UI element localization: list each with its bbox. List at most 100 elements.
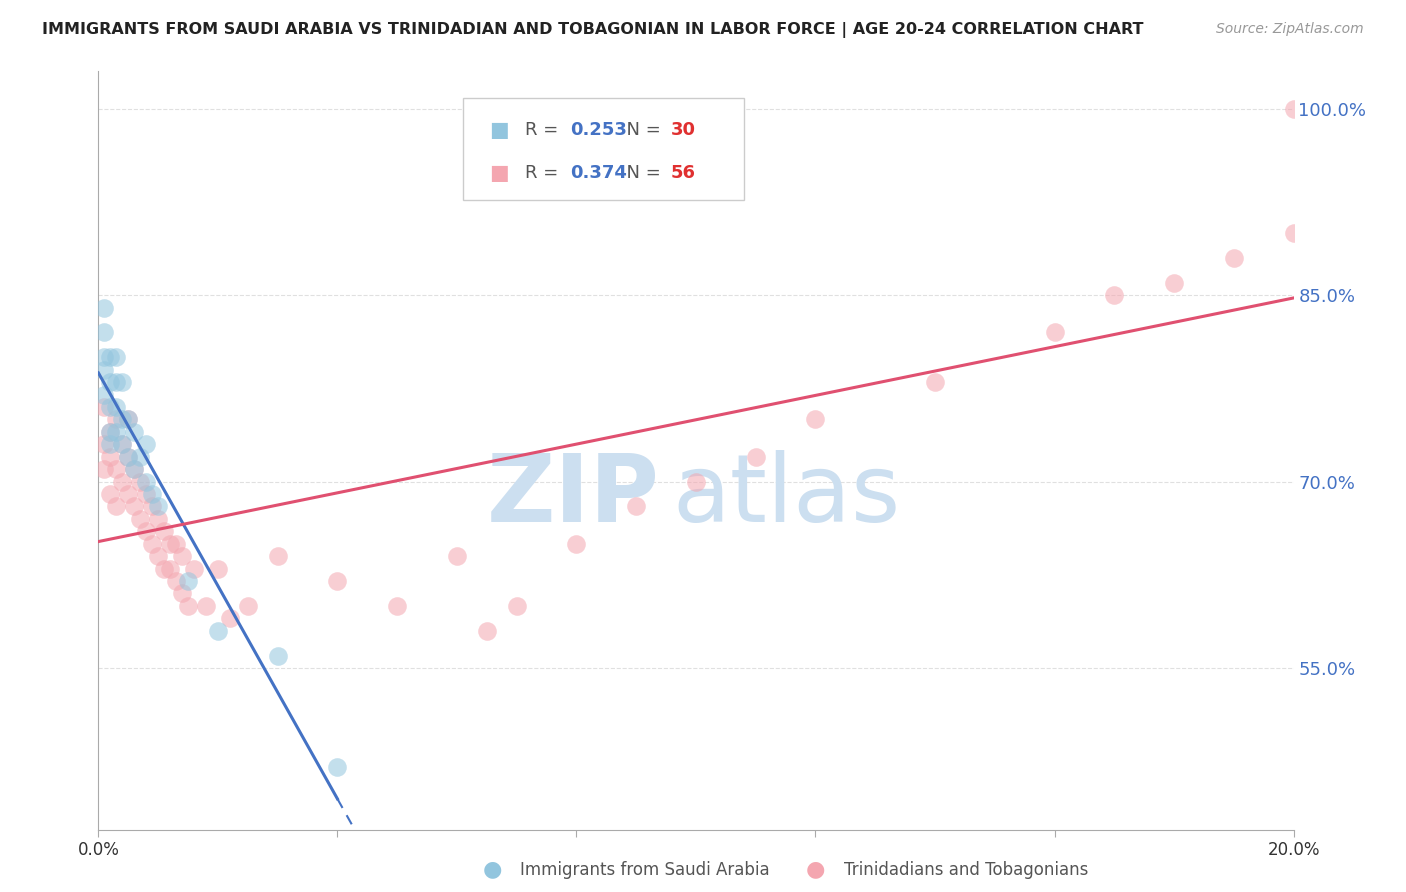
Point: [111, 437, 134, 451]
Point: [1223, 251, 1246, 265]
Point: [135, 437, 157, 451]
Point: [159, 561, 181, 575]
Point: [129, 512, 152, 526]
Text: 30: 30: [671, 121, 696, 139]
Point: [385, 599, 409, 613]
Point: [165, 574, 187, 588]
Point: [267, 549, 290, 563]
Point: [117, 412, 139, 426]
Point: [236, 599, 259, 613]
Point: [195, 599, 218, 613]
Point: [98, 350, 122, 364]
Text: ZIP: ZIP: [488, 450, 661, 542]
Point: [111, 437, 134, 451]
Point: [506, 599, 529, 613]
Point: [105, 412, 128, 426]
Point: [135, 475, 157, 489]
Point: [93, 326, 115, 340]
Point: [93, 462, 115, 476]
Point: [98, 450, 122, 464]
Text: 56: 56: [671, 164, 696, 183]
Point: [1282, 102, 1305, 116]
Point: [98, 437, 122, 451]
Point: [326, 574, 349, 588]
Text: ●: ●: [482, 860, 502, 880]
Point: [159, 537, 181, 551]
Point: [153, 524, 176, 539]
Text: Source: ZipAtlas.com: Source: ZipAtlas.com: [1216, 22, 1364, 37]
Point: [135, 524, 157, 539]
Point: [135, 487, 157, 501]
Point: [105, 350, 128, 364]
Point: [124, 462, 146, 476]
Point: [141, 487, 163, 501]
Text: ■: ■: [489, 120, 509, 140]
Point: [172, 586, 194, 600]
Point: [1043, 326, 1066, 340]
Point: [172, 549, 194, 563]
Point: [117, 450, 139, 464]
Point: [124, 500, 146, 514]
Point: [117, 412, 139, 426]
Text: R =: R =: [524, 164, 564, 183]
Point: [105, 400, 128, 414]
Point: [129, 450, 152, 464]
Text: Immigrants from Saudi Arabia: Immigrants from Saudi Arabia: [520, 861, 770, 879]
Point: [177, 574, 200, 588]
Point: [326, 760, 349, 774]
Point: [98, 487, 122, 501]
Text: N =: N =: [614, 121, 666, 139]
Point: [93, 301, 115, 315]
Point: [141, 537, 163, 551]
Point: [177, 599, 200, 613]
Point: [93, 350, 115, 364]
Point: [165, 537, 187, 551]
Text: 0.374: 0.374: [571, 164, 627, 183]
Point: [93, 362, 115, 376]
Point: [117, 450, 139, 464]
Point: [93, 400, 115, 414]
Point: [1163, 276, 1185, 290]
Point: [148, 549, 170, 563]
Point: [105, 500, 128, 514]
Point: [219, 611, 242, 625]
Point: [98, 425, 122, 439]
Point: [475, 624, 498, 638]
Point: [141, 500, 163, 514]
Point: [446, 549, 468, 563]
Point: [148, 500, 170, 514]
Point: [804, 412, 827, 426]
Point: [111, 375, 134, 389]
Point: [183, 561, 205, 575]
Point: [105, 425, 128, 439]
Text: ■: ■: [489, 163, 509, 184]
Point: [93, 437, 115, 451]
Point: [1282, 226, 1305, 240]
Point: [105, 462, 128, 476]
Point: [111, 412, 134, 426]
Text: IMMIGRANTS FROM SAUDI ARABIA VS TRINIDADIAN AND TOBAGONIAN IN LABOR FORCE | AGE : IMMIGRANTS FROM SAUDI ARABIA VS TRINIDAD…: [42, 22, 1143, 38]
Point: [105, 375, 128, 389]
Point: [924, 375, 946, 389]
Point: [207, 561, 229, 575]
Point: [745, 450, 768, 464]
Point: [124, 462, 146, 476]
Point: [98, 375, 122, 389]
Point: [129, 475, 152, 489]
Point: [565, 537, 588, 551]
Point: [153, 561, 176, 575]
Point: [124, 425, 146, 439]
Point: [111, 475, 134, 489]
Point: [117, 487, 139, 501]
Text: ●: ●: [806, 860, 825, 880]
Text: N =: N =: [614, 164, 666, 183]
Point: [685, 475, 707, 489]
Text: Trinidadians and Tobagonians: Trinidadians and Tobagonians: [844, 861, 1088, 879]
Point: [626, 500, 648, 514]
Point: [98, 400, 122, 414]
FancyBboxPatch shape: [463, 98, 744, 201]
Point: [98, 425, 122, 439]
Text: atlas: atlas: [672, 450, 900, 542]
Point: [267, 648, 290, 663]
Point: [148, 512, 170, 526]
